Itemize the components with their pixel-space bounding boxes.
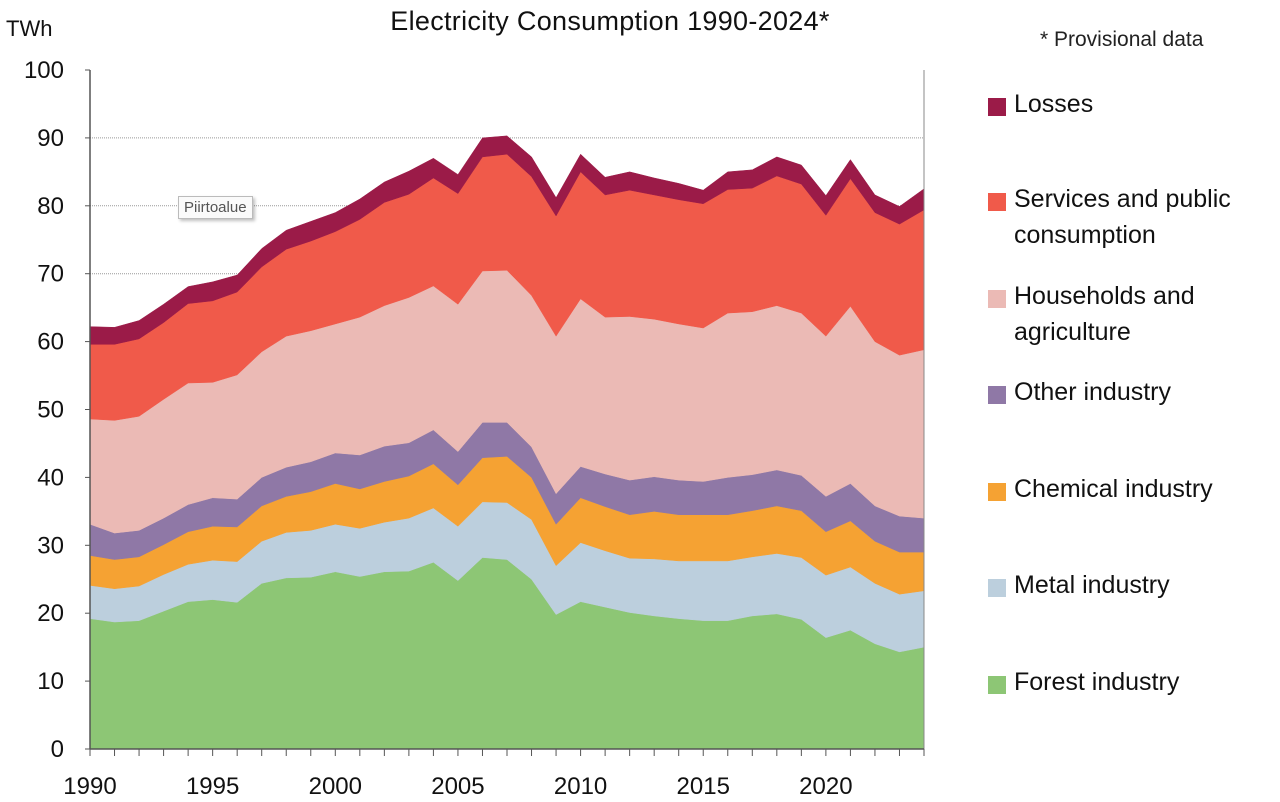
legend-item: Other industry (988, 378, 1280, 410)
legend-swatch (988, 386, 1006, 404)
provisional-note: * Provisional data (1040, 28, 1204, 51)
legend-swatch (988, 676, 1006, 694)
legend-item: Metal industry (988, 571, 1280, 603)
y-tick-label: 70 (37, 261, 64, 288)
x-tick-label: 2005 (431, 773, 484, 800)
legend-label: Services and public consumption (1014, 185, 1231, 249)
y-tick-label: 80 (37, 193, 64, 220)
legend-swatch (988, 193, 1006, 211)
chart-title: Electricity Consumption 1990-2024* (390, 6, 830, 36)
y-tick-label: 10 (37, 668, 64, 695)
y-tick-label: 20 (37, 600, 64, 627)
legend-item: Losses (988, 90, 1280, 122)
legend-swatch (988, 290, 1006, 308)
legend-item: Services and public consumption (988, 185, 1280, 253)
x-tick-label: 2010 (554, 773, 607, 800)
y-axis-unit-label: TWh (6, 16, 53, 41)
x-tick-label: 2000 (309, 773, 362, 800)
y-tick-label: 60 (37, 329, 64, 356)
y-tick-label: 40 (37, 464, 64, 491)
legend-swatch (988, 98, 1006, 116)
y-tick-label: 30 (37, 532, 64, 559)
legend-item: Chemical industry (988, 475, 1280, 507)
legend-label: Losses (1014, 90, 1094, 118)
legend-label: Households and agriculture (1014, 282, 1195, 346)
y-tick-label: 0 (51, 736, 64, 763)
legend-label: Other industry (1014, 378, 1172, 406)
plot-area-tooltip: Piirtoalue (178, 196, 253, 219)
x-tick-label: 2020 (799, 773, 852, 800)
y-tick-label: 50 (37, 397, 64, 424)
legend-item: Forest industry (988, 668, 1280, 700)
x-tick-label: 1990 (63, 773, 116, 800)
legend-swatch (988, 579, 1006, 597)
legend-item: Households and agriculture (988, 282, 1280, 350)
y-tick-label: 100 (24, 57, 64, 84)
legend-swatch (988, 483, 1006, 501)
legend-label: Metal industry (1014, 571, 1170, 599)
legend-label: Forest industry (1014, 668, 1180, 696)
y-tick-label: 90 (37, 125, 64, 152)
x-tick-label: 1995 (186, 773, 239, 800)
legend-label: Chemical industry (1014, 475, 1213, 503)
x-tick-label: 2015 (677, 773, 730, 800)
